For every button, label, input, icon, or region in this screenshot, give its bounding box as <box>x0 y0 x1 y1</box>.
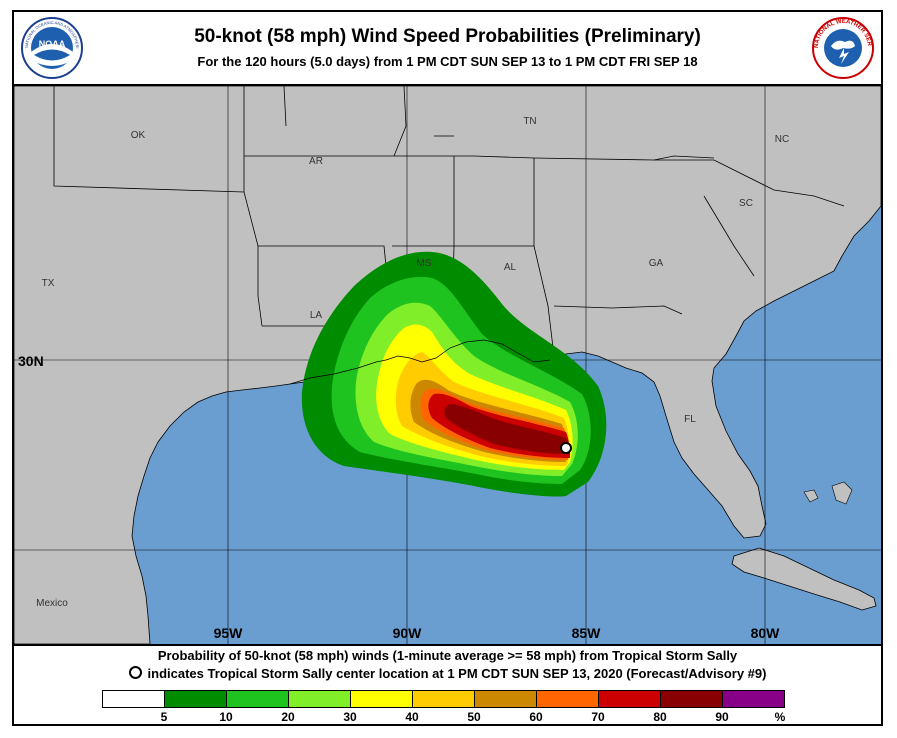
legend-label-5: 50 <box>467 710 481 724</box>
state-label-ar: AR <box>309 156 323 167</box>
axis-labels: 30N 95W 90W 85W 80W <box>18 353 780 641</box>
lon-label-90w: 90W <box>393 625 423 641</box>
cuba-island <box>731 547 877 611</box>
state-label-ga: GA <box>649 258 664 269</box>
storm-center-marker <box>560 442 572 454</box>
figure-frame: NOAA NATIONAL OCEANIC AND ATMOSPHERIC AD… <box>12 10 883 726</box>
header: NOAA NATIONAL OCEANIC AND ATMOSPHERIC AD… <box>14 12 881 84</box>
legend-label-7: 70 <box>591 710 605 724</box>
footer: Probability of 50-knot (58 mph) winds (1… <box>14 644 881 726</box>
legend-label-0: 5 <box>160 710 168 724</box>
legend-label-3: 30 <box>343 710 357 724</box>
legend-swatch-9 <box>660 690 723 708</box>
probability-legend <box>102 690 785 708</box>
caption-center-location: indicates Tropical Storm Sally center lo… <box>14 666 881 681</box>
legend-swatch-5 <box>412 690 475 708</box>
legend-label-9: 90 <box>715 710 729 724</box>
map-subtitle: For the 120 hours (5.0 days) from 1 PM C… <box>197 54 698 69</box>
swath-80-90 <box>444 404 570 454</box>
legend-swatch-3 <box>288 690 351 708</box>
storm-center-legend-icon <box>128 666 142 679</box>
legend-label-10: % <box>774 710 786 724</box>
state-label-al: AL <box>504 262 517 273</box>
bahamas-island-2 <box>803 489 819 503</box>
legend-swatch-8 <box>598 690 661 708</box>
state-label-tn: TN <box>523 116 536 127</box>
map-title: 50-knot (58 mph) Wind Speed Probabilitie… <box>194 26 701 47</box>
caption-center-text: indicates Tropical Storm Sally center lo… <box>147 666 767 681</box>
state-label-fl: FL <box>684 414 696 425</box>
map-canvas: OK AR TN NC SC MS AL GA TX LA FL Mexico … <box>14 86 881 644</box>
bahamas-island <box>831 481 853 505</box>
legend-swatch-10 <box>722 690 785 708</box>
legend-swatch-7 <box>536 690 599 708</box>
coastline-overlay <box>289 339 551 385</box>
legend-label-1: 10 <box>219 710 233 724</box>
state-label-tx: TX <box>42 278 55 289</box>
lon-label-95w: 95W <box>214 625 244 641</box>
legend-label-8: 80 <box>653 710 667 724</box>
probability-legend-labels: 5 10 20 30 40 50 60 70 80 90% <box>102 710 802 724</box>
state-label-la: LA <box>310 310 323 321</box>
state-label-sc: SC <box>739 198 753 209</box>
lon-label-80w: 80W <box>751 625 781 641</box>
legend-swatch-6 <box>474 690 537 708</box>
country-label-mexico: Mexico <box>36 598 68 609</box>
caption-probability: Probability of 50-knot (58 mph) winds (1… <box>157 648 738 663</box>
legend-label-4: 40 <box>405 710 419 724</box>
state-label-ms: MS <box>417 258 432 269</box>
map-area: OK AR TN NC SC MS AL GA TX LA FL Mexico … <box>14 84 881 646</box>
national-weather-service-logo: NATIONAL WEATHER SERVICE <box>811 16 874 79</box>
land-mass <box>14 86 881 644</box>
legend-label-2: 20 <box>281 710 295 724</box>
legend-swatch-4 <box>350 690 413 708</box>
noaa-logo: NOAA NATIONAL OCEANIC AND ATMOSPHERIC AD… <box>20 16 83 79</box>
legend-swatch-0 <box>102 690 165 708</box>
state-label-ok: OK <box>131 130 146 141</box>
lat-label-30n: 30N <box>18 353 44 369</box>
state-label-nc: NC <box>775 134 789 145</box>
legend-label-6: 60 <box>529 710 543 724</box>
noaa-logo-text: NOAA <box>39 39 66 49</box>
lon-label-85w: 85W <box>572 625 602 641</box>
state-labels: OK AR TN NC SC MS AL GA TX LA FL Mexico <box>36 116 789 609</box>
legend-swatch-1 <box>164 690 227 708</box>
legend-swatch-2 <box>226 690 289 708</box>
